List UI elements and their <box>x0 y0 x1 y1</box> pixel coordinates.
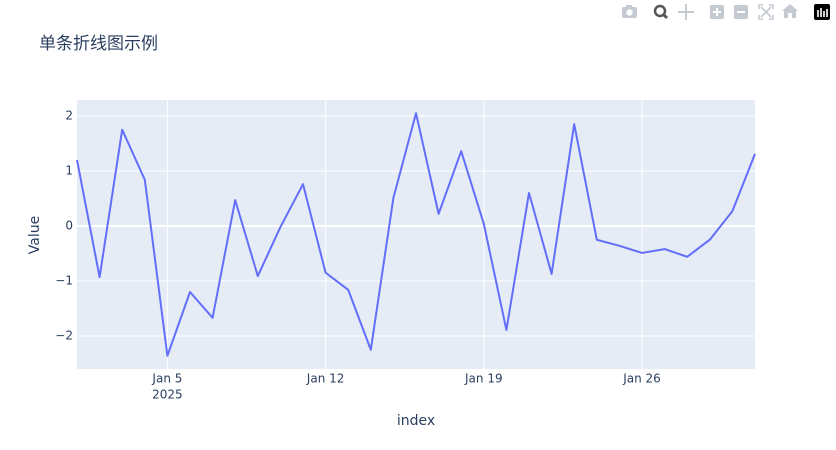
reset-button[interactable] <box>782 4 798 18</box>
line <box>76 112 756 357</box>
grid <box>77 100 755 369</box>
autoscale-button[interactable] <box>758 4 774 20</box>
x-tick-label: Jan 12 <box>306 372 345 386</box>
plotly-logo[interactable] <box>814 4 830 20</box>
x-year-label: 2025 <box>152 388 183 402</box>
y-axis-title: Value <box>27 216 43 254</box>
x-tick-label: Jan 19 <box>464 372 503 386</box>
x-tick-label: Jan 5 <box>151 372 182 386</box>
pan-button[interactable] <box>678 4 694 20</box>
chart-title: 单条折线图示例 <box>39 34 158 54</box>
zoom-out-button[interactable] <box>734 5 748 19</box>
camera-button[interactable] <box>622 5 637 18</box>
zoom-button[interactable] <box>653 4 669 20</box>
y-tick-label: 0 <box>65 218 73 232</box>
zoom-in-button[interactable] <box>710 5 724 19</box>
marks <box>76 112 756 357</box>
y-tick-label: 2 <box>65 108 73 122</box>
y-tick-label: 1 <box>65 163 73 177</box>
x-axis-title: index <box>397 413 435 429</box>
x-tick-label: Jan 26 <box>622 372 661 386</box>
modebar <box>622 4 830 20</box>
y-tick-label: −2 <box>55 328 73 342</box>
y-tick-label: −1 <box>55 273 73 287</box>
plot-area <box>77 100 755 369</box>
